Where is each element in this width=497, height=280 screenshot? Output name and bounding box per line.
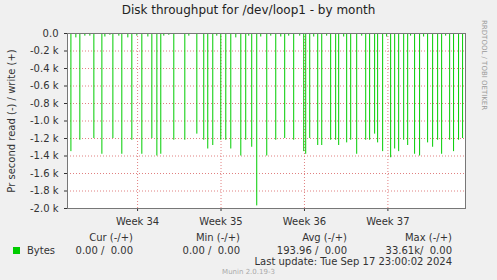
html-text:0.00 / 0.00: 0.00 / 0.00: [75, 245, 133, 256]
html-text:Bytes: Bytes: [27, 245, 56, 256]
svg-text:-0.2 k: -0.2 k: [30, 45, 59, 56]
svg-text:0.0: 0.0: [43, 28, 59, 39]
svg-text:-1.2 k: -1.2 k: [30, 133, 59, 144]
svg-text:-0.6 k: -0.6 k: [30, 80, 59, 91]
svg-text:Week 35: Week 35: [199, 216, 242, 227]
html-text:Last update: Tue Sep 17 23:00:: Last update: Tue Sep 17 23:00:02 2024: [254, 256, 452, 267]
html-text:Cur (-/+): Cur (-/+): [89, 232, 133, 243]
html-text:193.96 / 0.00: 193.96 / 0.00: [276, 245, 347, 256]
svg-text:-1.0 k: -1.0 k: [30, 115, 59, 126]
svg-text:-1.6 k: -1.6 k: [30, 168, 59, 179]
svg-text:Week 34: Week 34: [116, 216, 159, 227]
svg-text:Pr second read (-) / write (+): Pr second read (-) / write (+): [6, 49, 17, 192]
html-text:Avg (-/+): Avg (-/+): [302, 232, 347, 243]
svg-text:-0.8 k: -0.8 k: [30, 98, 59, 109]
svg-text:-2.0 k: -2.0 k: [30, 203, 59, 214]
svg-text:-1.4 k: -1.4 k: [30, 150, 59, 161]
html-text:Disk throughput for /dev/loop1: Disk throughput for /dev/loop1 - by mont…: [121, 3, 376, 17]
svg-text:-0.4 k: -0.4 k: [30, 63, 59, 74]
svg-text:-1.8 k: -1.8 k: [30, 185, 59, 196]
html-text:Munin 2.0.19-3: Munin 2.0.19-3: [222, 268, 275, 276]
svg-text:Week 37: Week 37: [366, 216, 409, 227]
html-text:RRDTOOL / TOBI OETIKER: RRDTOOL / TOBI OETIKER: [480, 20, 488, 111]
svg-text:Week 36: Week 36: [283, 216, 326, 227]
html-text:Max (-/+): Max (-/+): [405, 232, 452, 243]
html-text:33.61k/ 0.00: 33.61k/ 0.00: [385, 245, 452, 256]
html-text:Min (-/+): Min (-/+): [195, 232, 240, 243]
html-text:0.00 / 0.00: 0.00 / 0.00: [182, 245, 240, 256]
